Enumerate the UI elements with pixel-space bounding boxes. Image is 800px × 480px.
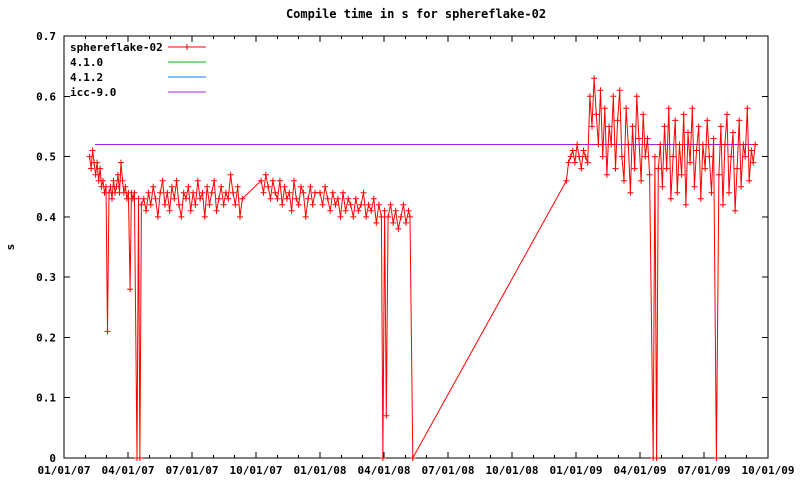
minor-ticks <box>84 36 748 458</box>
y-tick-label: 0.5 <box>36 151 56 164</box>
x-tick-label: 04/01/07 <box>102 464 155 477</box>
x-tick-label: 07/01/07 <box>166 464 219 477</box>
x-tick-label: 04/01/09 <box>614 464 667 477</box>
x-tick-label: 07/01/08 <box>422 464 475 477</box>
legend-label-sphereflake-02: sphereflake-02 <box>70 41 163 54</box>
major-ticks <box>63 35 769 459</box>
x-tick-label: 01/01/07 <box>38 464 91 477</box>
x-tick-label: 01/01/08 <box>294 464 347 477</box>
x-tick-label: 01/01/09 <box>550 464 603 477</box>
x-tick-label: 10/01/09 <box>742 464 795 477</box>
legend-label-4.1.2: 4.1.2 <box>70 71 103 84</box>
legend-label-icc-9.0: icc-9.0 <box>70 86 116 99</box>
y-tick-label: 0.1 <box>36 392 56 405</box>
plot-border <box>63 35 769 459</box>
x-tick-label: 07/01/09 <box>678 464 731 477</box>
y-axis-title: s <box>4 244 17 251</box>
y-tick-label: 0.4 <box>36 211 56 224</box>
y-tick-label: 0.6 <box>36 90 56 103</box>
plot-generated: 0 0.1 0.2 0.3 0.4 0.5 0.6 0.7 01/01/07 04/01/07 07… <box>36 30 794 477</box>
x-tick-label: 04/01/08 <box>358 464 411 477</box>
y-tick-label: 0.2 <box>36 331 56 344</box>
x-tick-label: 10/01/08 <box>486 464 539 477</box>
legend-marker-sphereflake-02 <box>184 44 190 50</box>
y-tick-label: 0.7 <box>36 30 56 43</box>
series-sphereflake-02-markers <box>86 75 759 461</box>
chart-title: Compile time in s for sphereflake-02 <box>285 7 547 21</box>
series-sphereflake-02-line <box>89 78 756 460</box>
x-tick-label: 10/01/07 <box>230 464 283 477</box>
y-tick-label: 0 <box>49 452 56 465</box>
y-tick-label: 0.3 <box>36 271 56 284</box>
legend-label-4.1.0: 4.1.0 <box>70 56 103 69</box>
